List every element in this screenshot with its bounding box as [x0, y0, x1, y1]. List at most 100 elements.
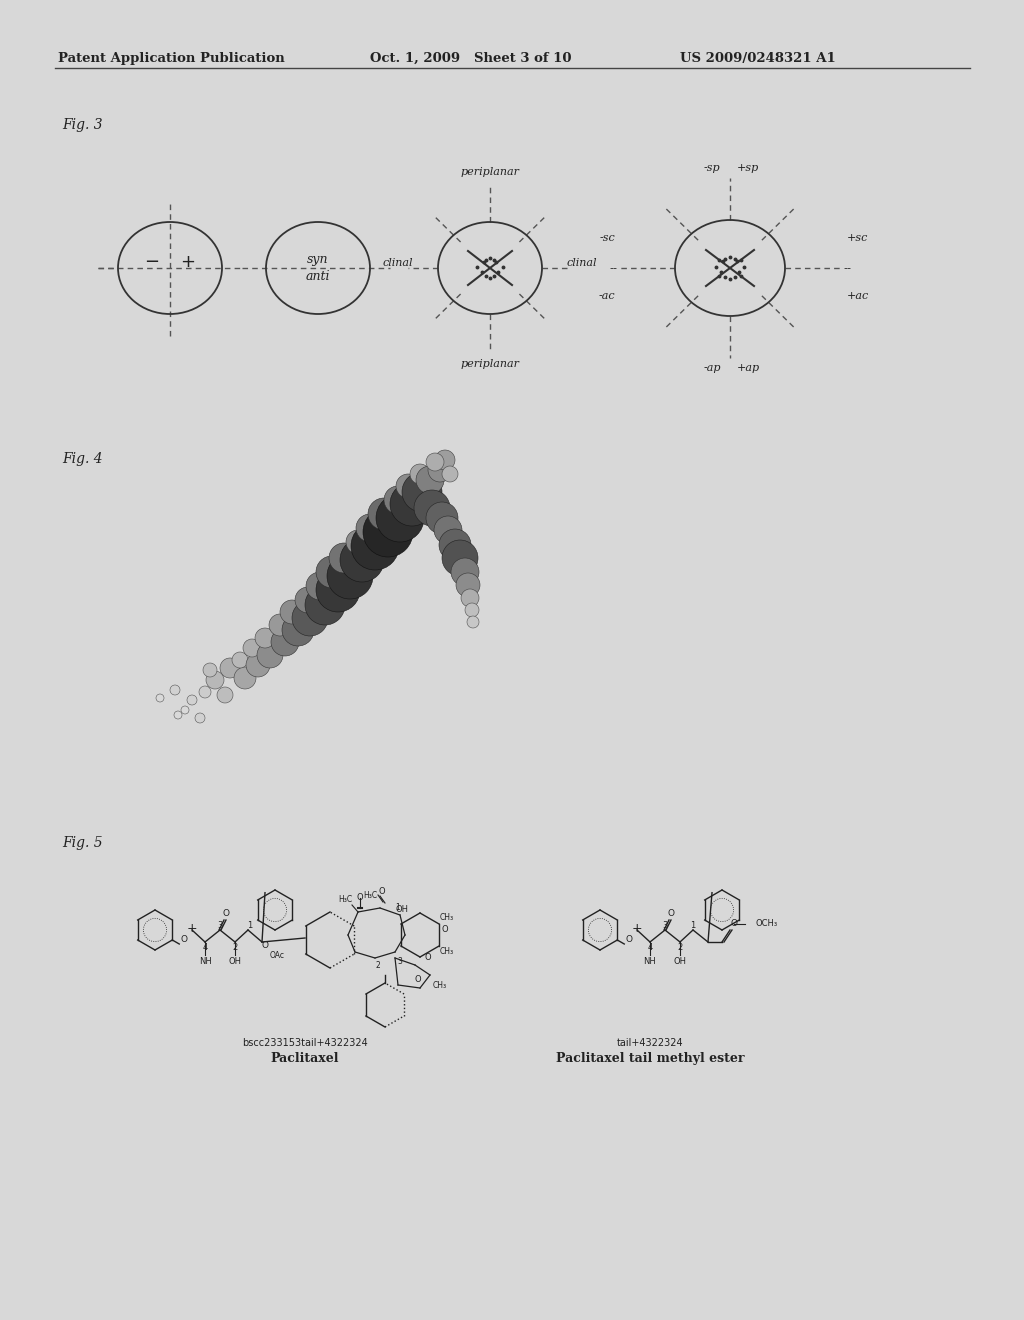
Text: OCH₃: OCH₃	[755, 920, 777, 928]
Text: O: O	[625, 936, 632, 945]
Text: O: O	[222, 908, 229, 917]
Text: Fig. 5: Fig. 5	[62, 836, 102, 850]
Circle shape	[220, 657, 240, 678]
Circle shape	[234, 667, 256, 689]
Text: +: +	[187, 921, 198, 935]
Text: OH: OH	[674, 957, 686, 966]
Circle shape	[195, 713, 205, 723]
Circle shape	[414, 490, 450, 525]
Circle shape	[439, 529, 471, 561]
Text: +: +	[180, 253, 196, 271]
Text: O: O	[261, 940, 268, 949]
Text: 1: 1	[395, 903, 400, 912]
Circle shape	[461, 589, 479, 607]
Text: clinal: clinal	[566, 257, 597, 268]
Text: tail+4322324: tail+4322324	[616, 1038, 683, 1048]
Circle shape	[257, 642, 283, 668]
Circle shape	[416, 466, 444, 494]
Circle shape	[329, 543, 359, 573]
Text: O: O	[425, 953, 431, 962]
Text: --: --	[843, 263, 851, 273]
Text: 2: 2	[376, 961, 380, 969]
Circle shape	[402, 473, 442, 512]
Text: clinal: clinal	[383, 257, 414, 268]
Circle shape	[316, 568, 360, 612]
Text: +sc: +sc	[847, 234, 868, 243]
Circle shape	[467, 616, 479, 628]
Circle shape	[199, 686, 211, 698]
Circle shape	[465, 603, 479, 616]
Text: periplanar: periplanar	[461, 168, 519, 177]
Circle shape	[306, 572, 334, 601]
Text: Fig. 3: Fig. 3	[62, 117, 102, 132]
Text: CH₃: CH₃	[440, 948, 454, 957]
Text: -ac: -ac	[598, 290, 615, 301]
Text: 4: 4	[203, 944, 208, 953]
Circle shape	[316, 556, 348, 587]
Circle shape	[206, 671, 224, 689]
Circle shape	[396, 474, 420, 498]
Text: Oct. 1, 2009   Sheet 3 of 10: Oct. 1, 2009 Sheet 3 of 10	[370, 51, 571, 65]
Circle shape	[280, 601, 304, 624]
Text: OH: OH	[228, 957, 242, 966]
Text: -sp: -sp	[703, 162, 720, 173]
Text: −: −	[144, 253, 160, 271]
Text: 3: 3	[217, 920, 222, 929]
Text: O: O	[415, 975, 421, 985]
Text: O: O	[668, 908, 675, 917]
Text: +ap: +ap	[736, 363, 760, 374]
Circle shape	[232, 652, 248, 668]
Circle shape	[170, 685, 180, 696]
Circle shape	[327, 553, 373, 599]
Circle shape	[346, 531, 370, 554]
Text: 3: 3	[397, 957, 402, 966]
Text: syn: syn	[307, 252, 329, 265]
Circle shape	[340, 539, 384, 582]
Circle shape	[217, 686, 233, 704]
Text: Paclitaxel tail methyl ester: Paclitaxel tail methyl ester	[556, 1052, 744, 1065]
Text: anti: anti	[306, 271, 331, 284]
Text: +sp: +sp	[737, 162, 759, 173]
Circle shape	[384, 486, 412, 513]
Circle shape	[282, 614, 314, 645]
Text: O: O	[180, 936, 187, 945]
Text: 2: 2	[677, 944, 683, 953]
Text: Fig. 4: Fig. 4	[62, 451, 102, 466]
Text: periplanar: periplanar	[461, 359, 519, 370]
Circle shape	[451, 558, 479, 586]
Circle shape	[295, 587, 321, 612]
Circle shape	[292, 601, 328, 636]
Text: +ac: +ac	[847, 290, 869, 301]
Text: O: O	[379, 887, 385, 896]
Text: CH₃: CH₃	[433, 982, 447, 990]
Circle shape	[442, 466, 458, 482]
Text: Patent Application Publication: Patent Application Publication	[58, 51, 285, 65]
Circle shape	[246, 653, 270, 677]
Circle shape	[269, 614, 291, 636]
Circle shape	[351, 521, 399, 570]
Circle shape	[434, 516, 462, 544]
Circle shape	[368, 498, 400, 531]
Text: US 2009/0248321 A1: US 2009/0248321 A1	[680, 51, 836, 65]
Text: OH: OH	[395, 906, 409, 915]
Text: Paclitaxel: Paclitaxel	[270, 1052, 339, 1065]
Circle shape	[426, 453, 444, 471]
Circle shape	[203, 663, 217, 677]
Text: H₃C: H₃C	[362, 891, 377, 899]
Circle shape	[271, 628, 299, 656]
Text: 3: 3	[663, 920, 668, 929]
Circle shape	[442, 540, 478, 576]
Circle shape	[174, 711, 182, 719]
Circle shape	[255, 628, 275, 648]
Circle shape	[156, 694, 164, 702]
Text: 1: 1	[248, 920, 253, 929]
Circle shape	[428, 458, 452, 482]
Circle shape	[410, 465, 430, 484]
Text: O: O	[356, 894, 364, 903]
Text: +: +	[632, 921, 643, 935]
Text: 2: 2	[232, 944, 238, 953]
Text: O: O	[442, 925, 449, 935]
Text: bscc233153tail+4322324: bscc233153tail+4322324	[242, 1038, 368, 1048]
Circle shape	[305, 585, 345, 624]
Circle shape	[435, 450, 455, 470]
